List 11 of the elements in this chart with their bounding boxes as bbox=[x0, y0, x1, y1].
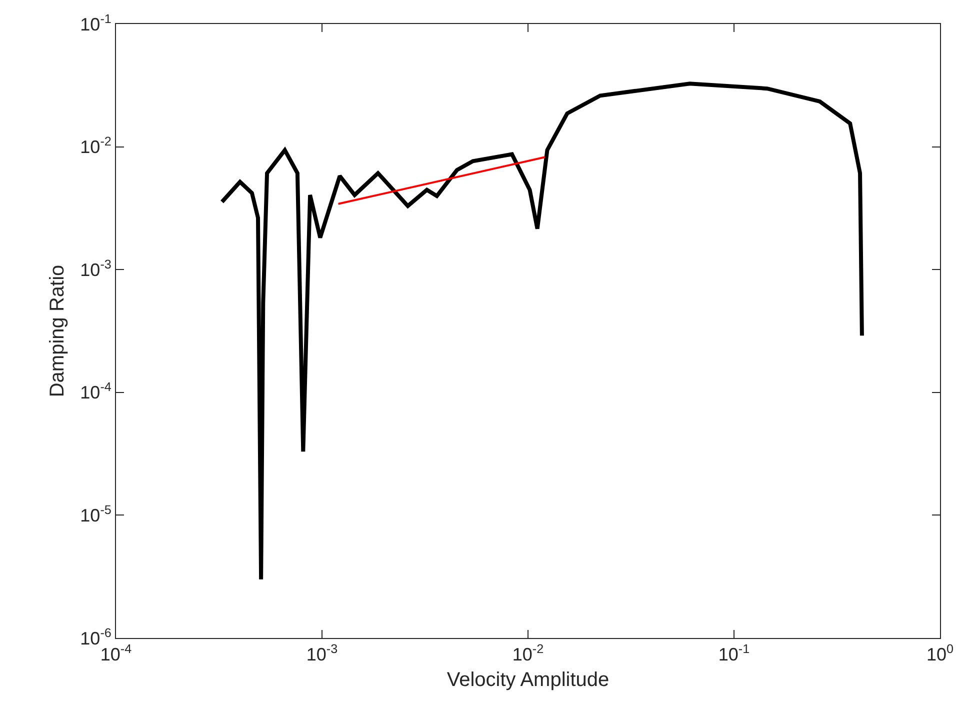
y-tick-label: 10$^{-1}$ bbox=[80, 12, 112, 34]
x-tick-label: 10$^{-1}$ bbox=[718, 642, 750, 665]
y-tick-label: 10$^{-5}$ bbox=[80, 502, 112, 526]
y-tick-label: 10$^{-2}$ bbox=[80, 134, 112, 158]
x-tick-label: 10$^{-2}$ bbox=[512, 642, 544, 665]
y-tick-label: 10$^{-3}$ bbox=[80, 257, 112, 280]
x-tick-label: 10$^{-3}$ bbox=[306, 642, 338, 665]
y-tick-label: 10$^{-4}$ bbox=[80, 380, 112, 403]
x-axis-title: Velocity Amplitude bbox=[446, 669, 610, 692]
y-axis-title: Damping Ratio bbox=[46, 264, 69, 398]
x-tick-label: 10$^{0}$ bbox=[926, 642, 954, 665]
